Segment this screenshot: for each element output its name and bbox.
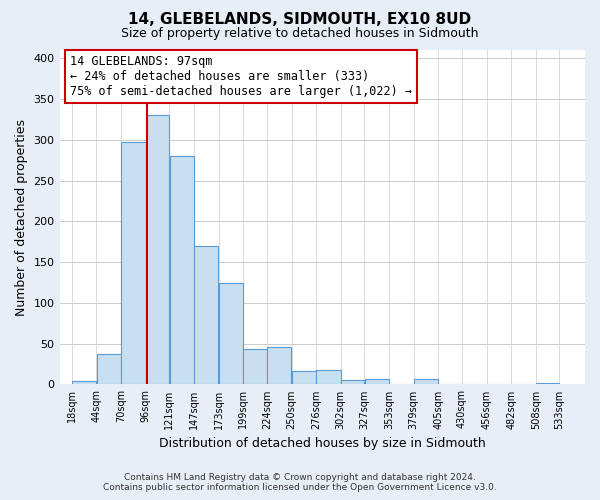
Bar [414, 378, 438, 384]
Text: Contains HM Land Registry data © Crown copyright and database right 2024.
Contai: Contains HM Land Registry data © Crown c… [103, 473, 497, 492]
Text: 14 GLEBELANDS: 97sqm
← 24% of detached houses are smaller (333)
75% of semi-deta: 14 GLEBELANDS: 97sqm ← 24% of detached h… [70, 55, 412, 98]
Bar [146, 116, 169, 384]
Bar [72, 381, 97, 384]
Bar [170, 156, 194, 384]
Bar [219, 284, 243, 384]
Text: Size of property relative to detached houses in Sidmouth: Size of property relative to detached ho… [121, 28, 479, 40]
Bar [316, 370, 341, 384]
Bar [97, 354, 121, 384]
Y-axis label: Number of detached properties: Number of detached properties [15, 118, 28, 316]
Bar [267, 347, 292, 385]
Text: 14, GLEBELANDS, SIDMOUTH, EX10 8UD: 14, GLEBELANDS, SIDMOUTH, EX10 8UD [128, 12, 472, 28]
Bar [341, 380, 364, 384]
Bar [536, 383, 559, 384]
Bar [194, 246, 218, 384]
Bar [244, 350, 267, 384]
X-axis label: Distribution of detached houses by size in Sidmouth: Distribution of detached houses by size … [159, 437, 485, 450]
Bar [365, 378, 389, 384]
Bar [292, 372, 316, 384]
Bar [121, 142, 146, 384]
